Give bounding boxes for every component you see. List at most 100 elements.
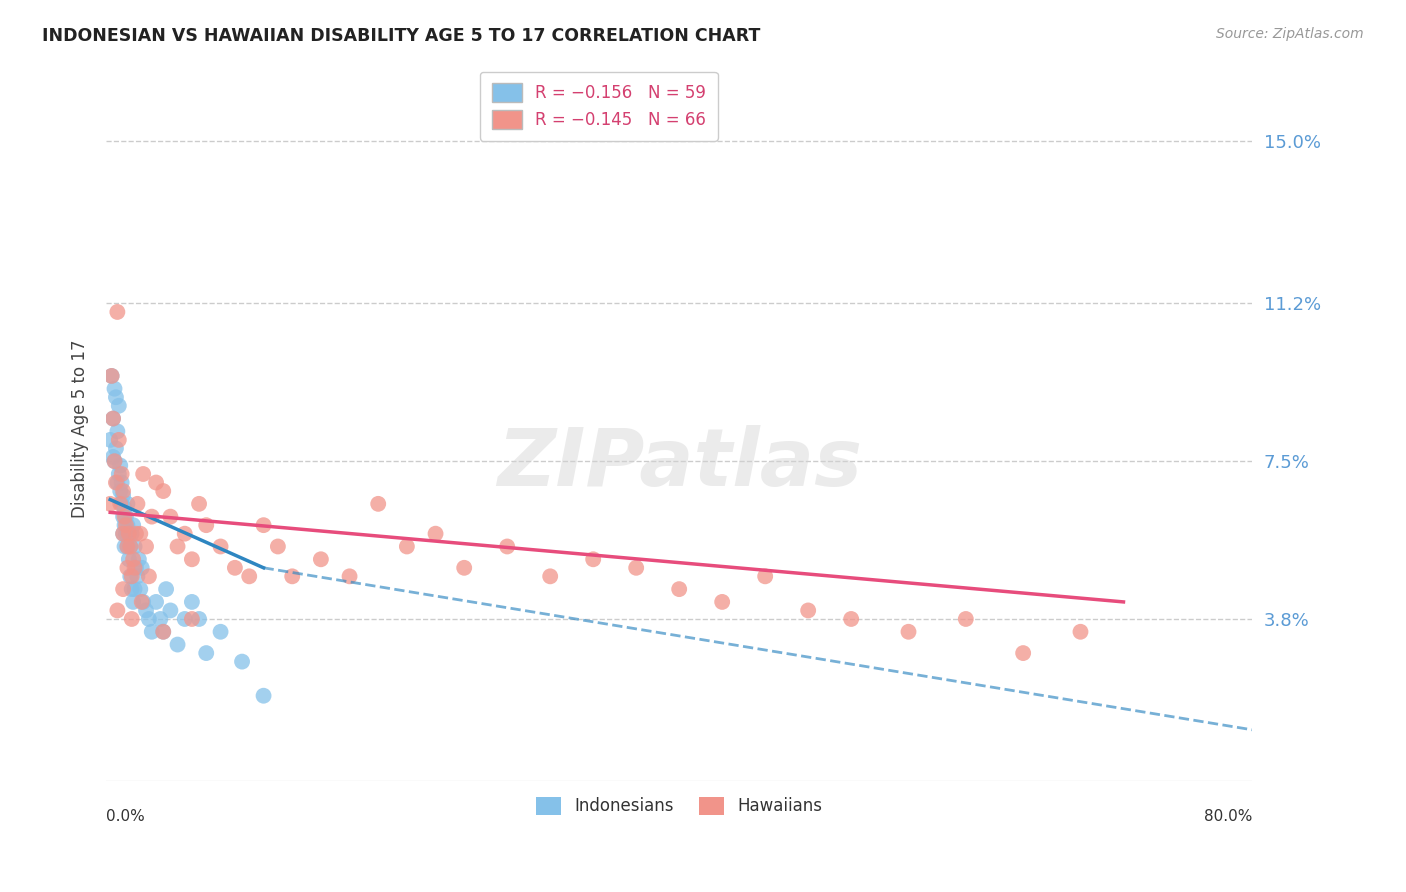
Point: [135, 540, 157, 554]
Point: [124, 561, 146, 575]
Point: [173, 526, 195, 541]
Point: [117, 540, 139, 554]
Point: [145, 475, 167, 490]
Point: [1012, 646, 1035, 660]
Point: [425, 526, 447, 541]
Point: [112, 582, 135, 596]
Point: [120, 569, 142, 583]
Point: [122, 595, 145, 609]
Point: [132, 467, 155, 481]
Point: [112, 509, 135, 524]
Point: [103, 454, 125, 468]
Point: [195, 646, 218, 660]
Point: [131, 561, 153, 575]
Point: [754, 569, 776, 583]
Point: [115, 518, 138, 533]
Point: [117, 540, 139, 554]
Point: [138, 569, 160, 583]
Point: [624, 561, 647, 575]
Point: [125, 526, 148, 541]
Point: [112, 484, 135, 499]
Point: [209, 540, 232, 554]
Point: [117, 497, 139, 511]
Point: [114, 540, 136, 554]
Point: [1069, 624, 1091, 639]
Point: [115, 526, 138, 541]
Point: [141, 509, 163, 524]
Point: [145, 595, 167, 609]
Point: [238, 569, 260, 583]
Point: [120, 540, 142, 554]
Point: [166, 540, 188, 554]
Point: [128, 552, 150, 566]
Point: [668, 582, 690, 596]
Point: [105, 425, 128, 439]
Point: [281, 569, 304, 583]
Point: [118, 526, 141, 541]
Point: [152, 624, 174, 639]
Point: [124, 540, 146, 554]
Point: [267, 540, 290, 554]
Legend: Indonesians, Hawaiians: Indonesians, Hawaiians: [530, 790, 830, 822]
Point: [127, 569, 149, 583]
Point: [114, 509, 136, 524]
Point: [496, 540, 519, 554]
Point: [111, 467, 134, 481]
Y-axis label: Disability Age 5 to 17: Disability Age 5 to 17: [72, 340, 89, 518]
Point: [159, 603, 181, 617]
Point: [122, 552, 145, 566]
Point: [141, 624, 163, 639]
Point: [118, 552, 141, 566]
Point: [155, 582, 177, 596]
Point: [127, 497, 149, 511]
Point: [395, 540, 418, 554]
Point: [125, 561, 148, 575]
Text: Source: ZipAtlas.com: Source: ZipAtlas.com: [1216, 27, 1364, 41]
Point: [129, 582, 152, 596]
Point: [209, 624, 232, 639]
Point: [188, 612, 211, 626]
Point: [339, 569, 361, 583]
Point: [122, 518, 145, 533]
Point: [188, 497, 211, 511]
Point: [180, 595, 202, 609]
Point: [111, 497, 134, 511]
Point: [138, 612, 160, 626]
Point: [107, 399, 129, 413]
Point: [101, 450, 124, 464]
Point: [110, 458, 132, 473]
Point: [121, 569, 143, 583]
Point: [98, 433, 121, 447]
Point: [110, 497, 132, 511]
Point: [797, 603, 820, 617]
Point: [117, 518, 139, 533]
Point: [121, 582, 143, 596]
Point: [453, 561, 475, 575]
Point: [582, 552, 605, 566]
Point: [135, 603, 157, 617]
Point: [105, 475, 128, 490]
Point: [120, 540, 142, 554]
Point: [224, 561, 246, 575]
Text: INDONESIAN VS HAWAIIAN DISABILITY AGE 5 TO 17 CORRELATION CHART: INDONESIAN VS HAWAIIAN DISABILITY AGE 5 …: [42, 27, 761, 45]
Point: [121, 612, 143, 626]
Point: [100, 368, 122, 383]
Point: [309, 552, 332, 566]
Point: [107, 433, 129, 447]
Point: [114, 518, 136, 533]
Point: [112, 526, 135, 541]
Point: [955, 612, 977, 626]
Point: [111, 475, 134, 490]
Point: [149, 612, 172, 626]
Point: [711, 595, 734, 609]
Point: [105, 305, 128, 319]
Point: [103, 382, 125, 396]
Point: [114, 501, 136, 516]
Point: [152, 484, 174, 499]
Point: [115, 509, 138, 524]
Point: [180, 612, 202, 626]
Point: [159, 509, 181, 524]
Point: [112, 526, 135, 541]
Point: [180, 552, 202, 566]
Point: [839, 612, 862, 626]
